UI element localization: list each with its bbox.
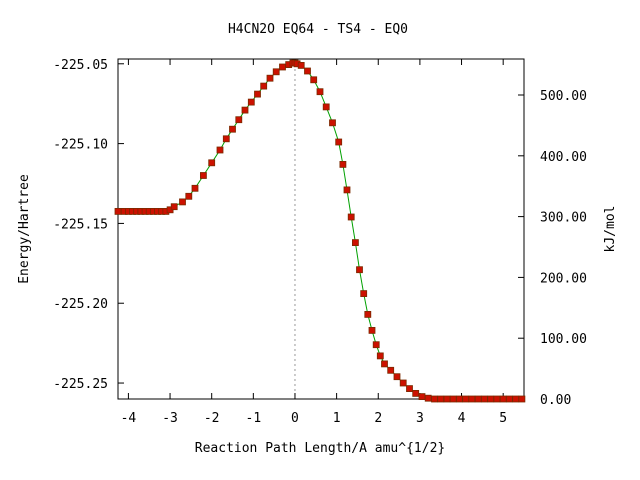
data-point [339, 160, 347, 168]
y2-tick-label: 100.00 [540, 332, 587, 347]
data-point [474, 395, 482, 403]
x-tick-label: -2 [204, 411, 220, 426]
data-point [266, 74, 274, 82]
y2-tick-label: 400.00 [540, 150, 587, 165]
data-point [376, 352, 384, 360]
y2-tick-label: 200.00 [540, 271, 587, 286]
data-point [462, 395, 470, 403]
x-tick-label: -4 [121, 411, 137, 426]
data-point [493, 395, 501, 403]
data-point [208, 159, 216, 167]
data-point [114, 207, 122, 215]
x-tick-label: -3 [162, 411, 178, 426]
series-line [118, 62, 522, 400]
data-point [304, 67, 311, 75]
data-point [364, 310, 372, 318]
data-point [449, 395, 457, 403]
data-point [191, 184, 199, 192]
y-axis-ticks: -225.05 -225.10 -225.15 -225.20 -225.25 [53, 58, 124, 392]
data-point [360, 290, 368, 298]
data-point [512, 395, 520, 403]
data-point [424, 394, 432, 402]
data-point [310, 76, 318, 84]
y2-tick-label: 0.00 [540, 393, 571, 408]
data-point [412, 389, 420, 397]
data-point [431, 395, 438, 403]
data-point [260, 82, 268, 90]
x-tick-label: 3 [416, 411, 424, 426]
data-point [316, 88, 324, 96]
data-point [247, 98, 255, 106]
data-point [518, 395, 526, 403]
data-point [254, 90, 261, 98]
data-point [222, 135, 230, 143]
x-tick-label: -1 [246, 411, 262, 426]
data-point [297, 62, 305, 69]
y2-tick-label: 300.00 [540, 211, 587, 226]
data-point [322, 103, 330, 111]
x-tick-label: 5 [499, 411, 507, 426]
data-point [241, 106, 249, 114]
x-tick-label: 4 [458, 411, 466, 426]
data-point [372, 341, 380, 349]
y-tick-label: -225.20 [53, 297, 108, 312]
data-point [456, 395, 463, 403]
data-point [399, 379, 407, 387]
data-point [170, 203, 178, 211]
x-tick-label: 2 [374, 411, 382, 426]
data-point [381, 360, 388, 368]
y-tick-label: -225.05 [53, 58, 108, 73]
x-tick-label: 1 [333, 411, 341, 426]
data-point [487, 395, 495, 403]
x-axis-ticks: -4 -3 -2 -1 0 1 2 3 4 5 [121, 59, 507, 426]
data-point [356, 266, 363, 274]
data-point [179, 198, 186, 206]
plot-frame [117, 58, 525, 400]
data-point [387, 366, 395, 374]
y2-tick-label: 500.00 [540, 89, 587, 104]
data-point [505, 395, 513, 403]
data-point [343, 186, 351, 194]
y-tick-label: -225.15 [53, 217, 108, 232]
data-point [368, 326, 376, 334]
data-point [335, 138, 343, 146]
data-point [418, 393, 426, 401]
data-point [351, 239, 359, 247]
y2-axis-label: kJ/mol [603, 206, 618, 253]
data-point [443, 395, 451, 403]
data-point [279, 63, 286, 71]
data-point [199, 172, 207, 179]
data-point [229, 125, 236, 133]
data-point [216, 146, 224, 154]
y2-axis-ticks: 0.00 100.00 200.00 300.00 400.00 500.00 [518, 89, 587, 408]
data-point [437, 395, 445, 403]
x-axis-label: Reaction Path Length/A amu^{1/2} [195, 441, 445, 456]
x-tick-label: 0 [291, 411, 299, 426]
y-tick-label: -225.10 [53, 138, 108, 153]
data-point [272, 68, 280, 76]
data-point [185, 192, 193, 200]
data-point [393, 373, 401, 381]
chart-title: H4CN2O EQ64 - TS4 - EQ0 [228, 22, 408, 37]
y-axis-label: Energy/Hartree [17, 174, 32, 284]
data-point [329, 119, 336, 127]
data-point [406, 385, 413, 393]
series-points [114, 59, 526, 403]
data-point [347, 213, 355, 221]
data-point [235, 116, 243, 124]
data-point [468, 395, 476, 403]
data-point [480, 395, 488, 403]
y-tick-label: -225.25 [53, 377, 108, 392]
data-point [499, 395, 507, 403]
